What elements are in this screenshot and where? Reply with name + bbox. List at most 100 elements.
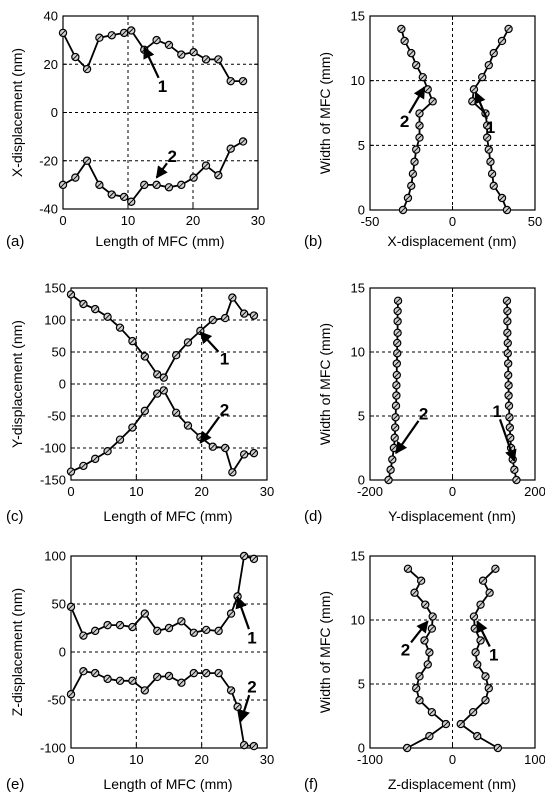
callout-label-1: 1 bbox=[247, 629, 256, 648]
series-2-point-slash bbox=[392, 435, 398, 441]
y-axis-label: Width of MFC (mm) bbox=[317, 591, 333, 713]
series-2-line bbox=[400, 28, 434, 211]
y-tick-label: 40 bbox=[44, 9, 58, 24]
series-2-point-slash bbox=[109, 191, 115, 198]
series-2-point-slash bbox=[210, 444, 216, 450]
callout-arrow bbox=[474, 91, 488, 120]
callout-label-2: 2 bbox=[220, 401, 229, 420]
series-2-point-slash bbox=[227, 145, 234, 152]
series-2-point-slash bbox=[154, 390, 160, 397]
series-2-point-slash bbox=[429, 625, 435, 632]
x-axis-label: Y-displacement (nm) bbox=[388, 508, 516, 524]
callout-arrow bbox=[199, 416, 221, 444]
x-tick-label: 0 bbox=[59, 213, 66, 228]
series-1-line bbox=[471, 28, 510, 211]
series-2-point-slash bbox=[129, 678, 136, 684]
series-1-point-slash bbox=[178, 618, 185, 624]
y-tick-label: 0 bbox=[358, 203, 365, 218]
series-1-point-slash bbox=[240, 78, 246, 84]
x-axis-label: Length of MFC (mm) bbox=[103, 776, 232, 792]
series-1-point-slash bbox=[142, 353, 148, 360]
y-tick-label: 15 bbox=[351, 549, 365, 564]
x-tick-label: 20 bbox=[186, 213, 200, 228]
series-1-point-slash bbox=[499, 195, 505, 201]
series-2-point-slash bbox=[251, 450, 257, 456]
series-1-point-slash bbox=[505, 350, 511, 356]
panel-a: 0 10 20 30 -40 -20 0 20 40 Length of MFC (mm) X-di… bbox=[6, 9, 265, 251]
series-2-line bbox=[70, 670, 254, 747]
y-tick-label: -100 bbox=[40, 741, 66, 756]
x-tick-label: 0 bbox=[449, 484, 456, 499]
x-axis-label: Length of MFC (mm) bbox=[95, 233, 224, 249]
series-1-point-slash bbox=[505, 382, 512, 388]
series-1-point-slash bbox=[504, 318, 511, 324]
series-1-point-slash bbox=[228, 610, 234, 617]
series-2-point-slash bbox=[241, 742, 247, 748]
series-1-point-slash bbox=[227, 78, 234, 84]
series-2-point-slash bbox=[425, 661, 431, 668]
x-tick-label: 50 bbox=[528, 214, 542, 229]
series-1-point-slash bbox=[197, 328, 204, 334]
series-1-point-slash bbox=[104, 622, 111, 628]
y-tick-label: 5 bbox=[358, 677, 365, 692]
series-1-line bbox=[70, 554, 255, 637]
series-2-point-slash bbox=[228, 687, 234, 694]
series-1-point-slash bbox=[92, 628, 98, 634]
series-1-point-slash bbox=[505, 392, 512, 399]
series-1-point-slash bbox=[215, 628, 222, 634]
x-tick-label: 0 bbox=[67, 484, 74, 499]
series-2-point-slash bbox=[426, 649, 433, 656]
y-tick-label: 0 bbox=[51, 105, 58, 120]
series-1-point-slash bbox=[511, 467, 518, 473]
callout-arrow bbox=[408, 86, 426, 114]
series-2-point-slash bbox=[443, 721, 449, 727]
callout-label-1: 1 bbox=[486, 118, 495, 137]
series-1-point-slash bbox=[505, 26, 512, 32]
panel-label: (e) bbox=[6, 776, 24, 793]
series-1-point-slash bbox=[486, 62, 492, 68]
series-2-point-slash bbox=[128, 199, 134, 205]
x-tick-label: -200 bbox=[357, 484, 383, 499]
callout-label-2: 2 bbox=[419, 404, 428, 423]
series-2-point-slash bbox=[92, 670, 98, 676]
x-tick-label: 0 bbox=[449, 752, 456, 767]
series-1-line bbox=[459, 568, 499, 749]
series-1-point-slash bbox=[505, 340, 511, 346]
series-1-point-slash bbox=[513, 477, 520, 483]
series-1-point-slash bbox=[185, 339, 191, 346]
y-tick-label: -50 bbox=[47, 693, 66, 708]
series-1-point-slash bbox=[507, 435, 513, 441]
series-1-point-slash bbox=[486, 685, 492, 691]
series-2-point-slash bbox=[385, 477, 392, 483]
series-1-point-slash bbox=[117, 622, 123, 628]
series-1-point-slash bbox=[471, 86, 477, 93]
series-2-point-slash bbox=[394, 340, 400, 346]
callout-label-2: 2 bbox=[401, 640, 410, 659]
series-1-point-slash bbox=[104, 314, 111, 320]
series-2-point-slash bbox=[215, 172, 222, 178]
series-2-point-slash bbox=[429, 709, 435, 715]
y-tick-label: 0 bbox=[59, 645, 66, 660]
y-tick-label: 5 bbox=[358, 138, 365, 153]
series-2-point-slash bbox=[394, 350, 400, 356]
y-tick-label: -20 bbox=[39, 153, 58, 168]
series-2-point-slash bbox=[190, 174, 197, 181]
series-1-point-slash bbox=[251, 556, 257, 562]
x-tick-label: 10 bbox=[129, 752, 143, 767]
y-tick-label: 100 bbox=[44, 549, 66, 564]
series-1-point-slash bbox=[166, 625, 172, 631]
series-2-point-slash bbox=[96, 182, 103, 188]
panel-c: 0 10 20 30 -150 -100 -50 0 50 100 150 Length of MFC… bbox=[6, 281, 274, 526]
series-2-point-slash bbox=[154, 674, 160, 680]
series-1-point-slash bbox=[154, 628, 160, 634]
series-1-point-slash bbox=[472, 649, 479, 656]
series-1-point-slash bbox=[210, 317, 216, 323]
series-1-point-slash bbox=[484, 134, 490, 141]
series-2-point-slash bbox=[241, 451, 247, 458]
series-2-point-slash bbox=[416, 697, 423, 703]
callout-arrow bbox=[235, 596, 250, 630]
series-2-point-slash bbox=[393, 403, 399, 409]
series-2-point-slash bbox=[393, 392, 400, 399]
series-1-point-slash bbox=[80, 632, 87, 639]
